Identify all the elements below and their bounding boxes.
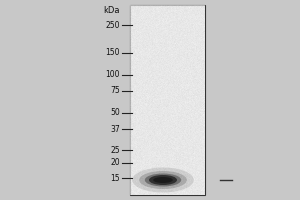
Ellipse shape <box>145 173 181 186</box>
Text: kDa: kDa <box>103 6 120 15</box>
Text: 20: 20 <box>110 158 120 167</box>
Text: 75: 75 <box>110 86 120 95</box>
Ellipse shape <box>132 168 194 192</box>
Bar <box>130 5 205 195</box>
Ellipse shape <box>139 171 187 189</box>
Text: 37: 37 <box>110 125 120 134</box>
Text: 250: 250 <box>106 21 120 30</box>
Text: 100: 100 <box>106 70 120 79</box>
Text: 25: 25 <box>110 146 120 155</box>
Text: 50: 50 <box>110 108 120 117</box>
Ellipse shape <box>149 175 177 185</box>
Text: 150: 150 <box>106 48 120 57</box>
Ellipse shape <box>153 177 173 183</box>
Text: 15: 15 <box>110 174 120 183</box>
